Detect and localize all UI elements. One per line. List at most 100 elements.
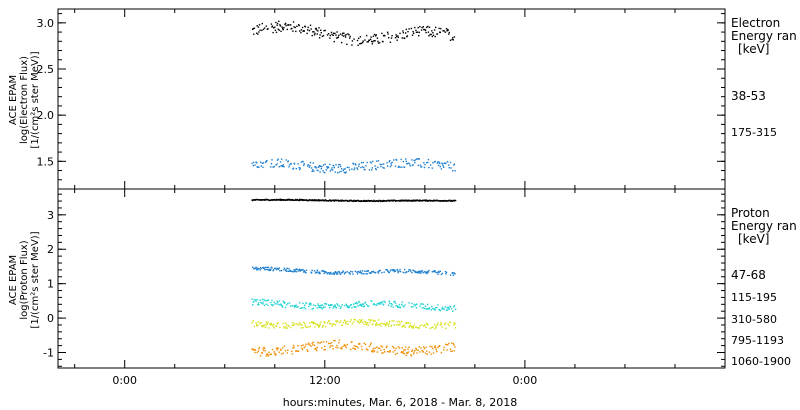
data-point [323,30,325,32]
data-point [452,271,454,274]
data-point [301,269,303,271]
data-point [435,347,437,349]
data-point [333,273,335,276]
data-point [371,169,373,171]
data-point [384,351,386,353]
data-point [402,271,405,274]
data-point [439,165,441,168]
data-point [275,303,277,305]
data-point [252,28,254,30]
data-point [444,271,447,273]
data-point [305,302,308,304]
data-point [270,268,272,271]
data-point [341,168,343,170]
data-point [333,199,335,201]
data-point [415,304,417,306]
data-point [304,322,306,325]
data-point [359,271,361,274]
data-point [314,32,316,35]
data-point [338,34,340,37]
data-point [432,34,435,36]
data-point [271,299,273,302]
data-point [450,342,453,344]
data-point [333,200,335,202]
data-point [331,304,333,306]
data-point [281,164,283,167]
data-point [433,29,436,31]
data-point [329,37,331,39]
data-point [412,326,414,328]
data-point [312,344,314,346]
data-point [419,164,422,166]
data-point [326,273,329,275]
data-point [454,170,456,172]
data-point [407,322,410,324]
data-point [448,167,450,169]
data-point [363,342,365,344]
data-point [303,30,305,32]
data-point [339,165,342,168]
data-point [302,302,304,305]
data-point [284,22,287,25]
data-point [344,36,347,38]
data-point [267,321,269,323]
data-point [296,268,299,271]
data-point [256,32,258,34]
data-point [347,323,349,325]
data-point [259,161,262,163]
data-point [291,350,293,352]
data-point [375,167,377,170]
data-point [432,32,434,34]
data-point [378,42,381,44]
data-point [318,165,320,168]
data-point [276,323,278,325]
data-point [408,302,410,304]
data-point [406,352,409,354]
data-point [413,303,415,306]
data-point [380,349,382,351]
data-point [313,31,315,33]
data-point [341,324,343,326]
data-point [403,353,406,355]
data-point [415,31,418,33]
data-point [421,269,423,272]
data-point [275,347,278,349]
data-point [412,269,415,272]
data-point [351,323,354,325]
data-point [330,342,333,344]
data-point [325,341,328,343]
data-point [402,32,405,34]
data-point [423,162,425,164]
data-point [405,346,407,348]
data-point [266,299,269,302]
data-point [375,34,377,36]
data-point [397,36,399,39]
data-point [377,272,380,274]
data-point [325,326,327,328]
data-point [314,305,317,307]
data-point [451,38,453,41]
data-point [346,320,348,323]
data-point [425,31,427,34]
data-point [257,268,259,271]
data-point [364,270,366,272]
data-point [394,165,397,167]
data-point [333,166,335,169]
data-point [406,36,408,38]
data-point [441,308,443,310]
data-point [266,323,269,325]
proton-legend: Proton Energy ran [keV] 47-68 115-195 31… [731,206,797,368]
data-point [398,320,400,323]
proton-legend-series-1: 47-68 [731,268,766,282]
data-point [373,319,375,322]
data-point [448,33,450,35]
data-point [413,324,415,326]
data-point [367,324,369,326]
data-point [423,28,425,31]
data-point [415,347,417,349]
data-point [285,326,287,328]
data-point [386,165,389,167]
data-point [353,38,355,40]
data-point [269,268,271,271]
data-point [400,158,402,161]
